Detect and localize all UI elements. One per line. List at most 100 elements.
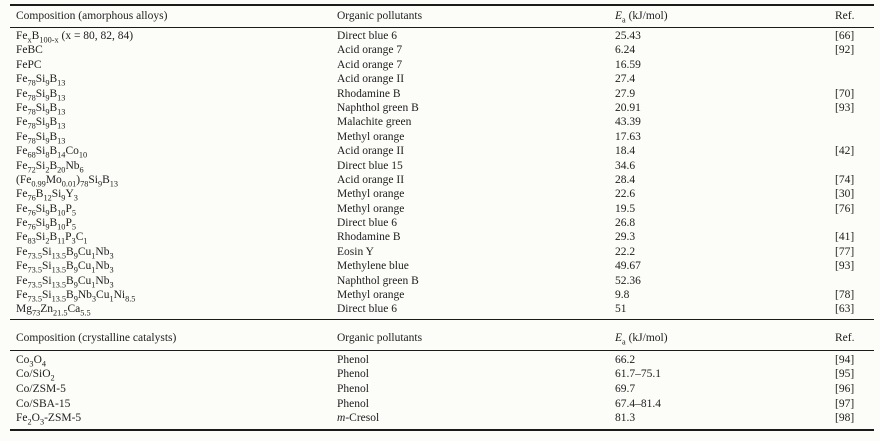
cell-pollutant: Methyl orange [337, 289, 405, 302]
cell-ref: [30] [835, 188, 855, 201]
cell-ref: [63] [835, 303, 855, 316]
cell-composition: FeBC [16, 44, 43, 57]
cell-pollutant: Acid orange 7 [337, 58, 403, 71]
table-row: FeBC Acid orange 7 6.24 [92] [10, 43, 874, 57]
table-row: Co/ZSM-5 Phenol 69.7 [96] [10, 382, 874, 397]
table-body: Co3O4 Phenol 66.2 [94] Co/SiO2 Phenol 61… [10, 351, 874, 431]
table-row: Mg73Zn21.5Ca5.5 Direct blue 6 51 [63] [10, 302, 874, 317]
table-row: Fe2O3-ZSM-5 m-Cresol 81.3 [98] [10, 411, 874, 426]
cell-pollutant: Direct blue 6 [337, 303, 398, 316]
cell-ea: 17.63 [615, 130, 641, 143]
table-row: Fe73.5Si13.5B9Cu1Nb3 Naphthol green B 52… [10, 274, 874, 289]
cell-composition: Fe73.5Si13.5B9Cu1Nb3 [16, 274, 114, 289]
cell-pollutant: Phenol [337, 383, 369, 395]
cell-composition: (Fe0.99Mo0.01)78Si9B13 [16, 173, 119, 189]
cell-composition: Fe76Si9B10P5 [16, 202, 76, 217]
column-header-pollutants: Organic pollutants [337, 10, 423, 22]
cell-ea: 52.36 [615, 274, 641, 287]
cell-pollutant: m-Cresol [337, 412, 380, 425]
cell-ref: [96] [835, 383, 855, 395]
cell-ea: 28.4 [615, 173, 636, 186]
cell-pollutant: Phenol [337, 353, 369, 366]
cell-ref: [93] [835, 101, 855, 114]
cell-ea: 9.8 [615, 289, 630, 302]
table-row: Fe76Si9B10P5 Methyl orange 19.5 [76] [10, 202, 874, 217]
cell-pollutant: Direct blue 6 [337, 217, 398, 230]
table-section-crystalline: Composition (crystalline catalysts) Orga… [10, 320, 874, 431]
cell-composition: Co/ZSM-5 [16, 383, 66, 395]
cell-ea: 18.4 [615, 145, 636, 158]
cell-composition: Fe72Si2B20Nb6 [16, 159, 84, 174]
table-row: FePC Acid orange 7 16.59 [10, 58, 874, 72]
table-section-amorphous: Composition (amorphous alloys) Organic p… [10, 4, 874, 320]
table-row: (Fe0.99Mo0.01)78Si9B13 Acid orange II 28… [10, 173, 874, 189]
table-body: FexB100-x (x = 80, 82, 84) Direct blue 6… [10, 28, 874, 320]
cell-ref: [41] [835, 231, 855, 244]
cell-pollutant: Acid orange II [337, 173, 405, 186]
cell-ea: 26.8 [615, 217, 636, 230]
cell-ref: [74] [835, 173, 855, 186]
cell-ea: 20.91 [615, 101, 641, 114]
cell-ea: 66.2 [615, 353, 636, 366]
cell-composition: Fe73.5Si13.5B9Nb3Cu1Ni8.5 [16, 289, 136, 304]
header-row: Composition (crystalline catalysts) Orga… [10, 320, 874, 351]
cell-composition: Fe78Si9B13 [16, 87, 66, 102]
cell-ea: 25.43 [615, 30, 641, 42]
cell-ref: [42] [835, 145, 855, 158]
table-row: Fe76Si9B10P5 Direct blue 6 26.8 [10, 216, 874, 231]
table-row: Fe78Si9B13 Malachite green 43.39 [10, 115, 874, 130]
cell-composition: Co/SBA-15 [16, 397, 71, 410]
cell-ea: 16.59 [615, 58, 641, 71]
cell-ref: [78] [835, 289, 855, 302]
table-container: Composition (amorphous alloys) Organic p… [10, 4, 874, 431]
column-header-ref: Ref. [835, 10, 855, 22]
cell-pollutant: Naphthol green B [337, 101, 419, 114]
cell-ref: [95] [835, 368, 855, 381]
cell-pollutant: Acid orange II [337, 73, 405, 86]
cell-ref: [98] [835, 412, 855, 425]
table-row: Fe73.5Si13.5B9Nb3Cu1Ni8.5 Methyl orange … [10, 288, 874, 304]
cell-pollutant: Naphthol green B [337, 274, 419, 287]
cell-pollutant: Methyl orange [337, 130, 405, 143]
table-row: Fe68Si8B14Co10 Acid orange II 18.4 [42] [10, 144, 874, 159]
cell-pollutant: Malachite green [337, 116, 412, 129]
cell-composition: FePC [16, 58, 42, 71]
table-row: Fe76B12Si9Y3 Methyl orange 22.6 [30] [10, 187, 874, 203]
cell-ea: 49.67 [615, 260, 641, 273]
cell-ref: [97] [835, 397, 855, 410]
cell-ea: 61.7–75.1 [615, 368, 661, 381]
cell-ref: [70] [835, 87, 855, 100]
cell-ref: [94] [835, 353, 855, 366]
cell-ref: [92] [835, 44, 855, 57]
cell-ea: 69.7 [615, 383, 636, 395]
cell-ea: 34.6 [615, 159, 636, 172]
cell-ref: [77] [835, 245, 855, 258]
table-row: Fe78Si9B13 Acid orange II 27.4 [10, 72, 874, 87]
cell-pollutant: Rhodamine B [337, 231, 401, 244]
cell-ref: [66] [835, 30, 855, 42]
cell-composition: Fe76B12Si9Y3 [16, 188, 78, 203]
cell-ea: 19.5 [615, 202, 636, 215]
cell-composition: FexB100-x (x = 80, 82, 84) [16, 30, 134, 45]
cell-composition: Fe83Si2B11P3C1 [16, 231, 88, 246]
cell-ea: 22.6 [615, 188, 636, 201]
cell-pollutant: Methyl orange [337, 188, 405, 201]
cell-ea: 6.24 [615, 44, 636, 57]
column-header-composition: Composition (crystalline catalysts) [16, 331, 177, 344]
cell-composition: Co3O4 [16, 353, 47, 369]
cell-composition: Fe78Si9B13 [16, 130, 66, 146]
table-row: Fe83Si2B11P3C1 Rhodamine B 29.3 [41] [10, 230, 874, 246]
cell-ref: [76] [835, 202, 855, 215]
column-header-ea: Ea (kJ/mol) [615, 10, 668, 25]
cell-pollutant: Methyl orange [337, 202, 405, 215]
table-row: Fe78Si9B13 Rhodamine B 27.9 [70] [10, 87, 874, 102]
cell-ea: 27.4 [615, 73, 636, 86]
cell-composition: Fe73.5Si13.5B9Cu1Nb3 [16, 260, 114, 275]
cell-pollutant: Phenol [337, 368, 369, 381]
table-row: Co/SiO2 Phenol 61.7–75.1 [95] [10, 367, 874, 382]
table-row: Fe73.5Si13.5B9Cu1Nb3 Methylene blue 49.6… [10, 259, 874, 275]
cell-pollutant: Phenol [337, 397, 369, 410]
table-row: Fe78Si9B13 Naphthol green B 20.91 [93] [10, 101, 874, 116]
table-row: Fe72Si2B20Nb6 Direct blue 15 34.6 [10, 159, 874, 174]
